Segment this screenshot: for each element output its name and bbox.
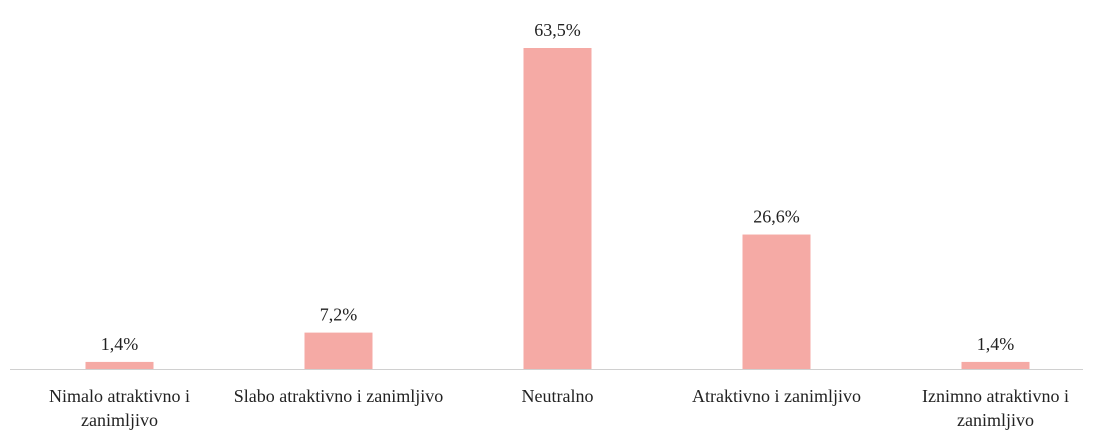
bar <box>742 234 811 369</box>
bar <box>85 361 154 369</box>
data-label: 1,4% <box>101 334 139 354</box>
data-label: 1,4% <box>977 334 1015 354</box>
data-label: 26,6% <box>753 207 800 227</box>
x-tick-label: Neutralno <box>521 386 594 406</box>
bar <box>523 48 592 369</box>
x-tick-label: Slabo atraktivno i zanimljivo <box>233 386 444 406</box>
x-tick-label: Nimalo atraktivno i zanimljivo <box>49 386 190 430</box>
data-label: 7,2% <box>320 305 358 325</box>
bar <box>304 332 373 369</box>
bar <box>961 361 1030 369</box>
x-tick-label: Atraktivno i zanimljivo <box>692 386 861 406</box>
data-label: 63,5% <box>534 20 581 40</box>
x-tick-label: Iznimno atraktivno i zanimljivo <box>922 386 1069 430</box>
